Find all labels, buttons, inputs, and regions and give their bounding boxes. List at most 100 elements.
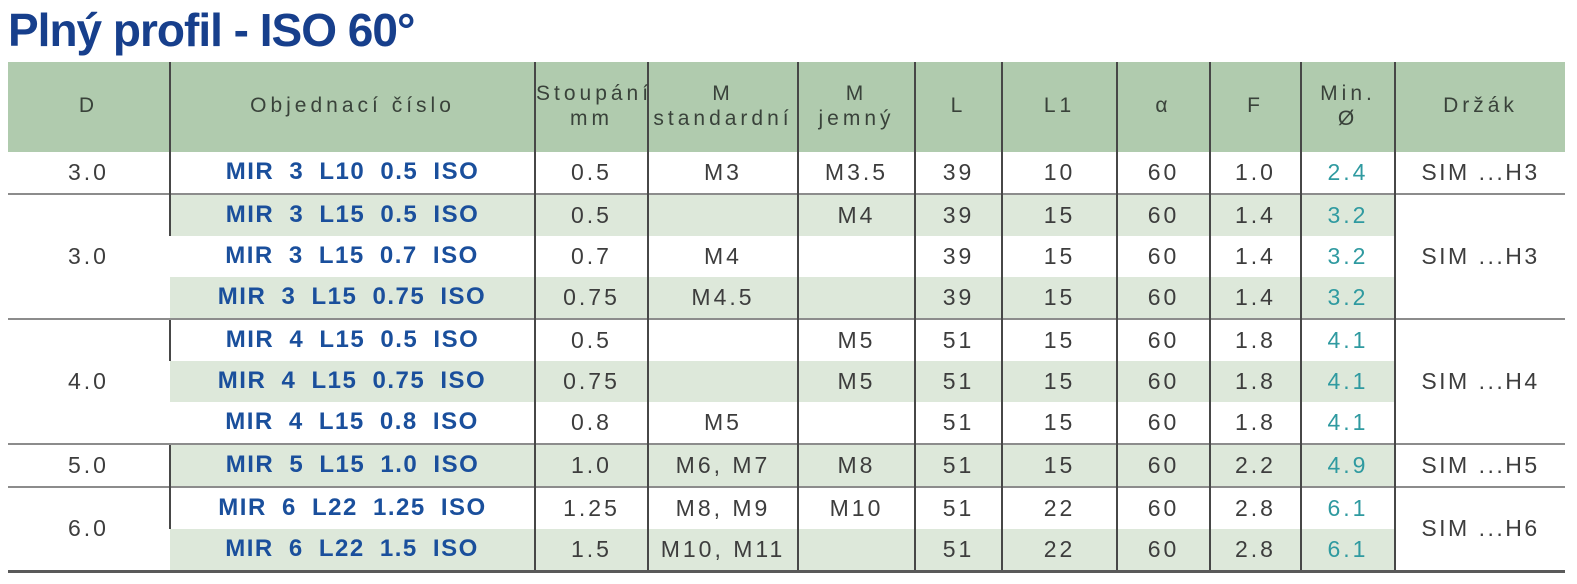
cell-alpha: 60	[1116, 276, 1210, 319]
cell-l1: 15	[1001, 317, 1117, 361]
table-row: 5.0 MIR 5 L15 1.0 ISO 1.0 M6, M7 M8 51 15 60 2.2…	[8, 442, 1565, 487]
column-header-l: L	[914, 61, 1002, 152]
cell-order: MIR 3 L10 0.5 ISO	[169, 151, 535, 194]
column-header-label: L1	[1043, 94, 1076, 118]
cell-m-std: M6, M7	[647, 442, 798, 487]
cell-f: 2.2	[1209, 442, 1301, 487]
cell-pitch: 1.0	[534, 442, 648, 487]
cell-diameter: 3.0	[8, 151, 170, 194]
table-row: MIR 4 L15 0.75 ISO 0.75 M5 51 15 60 1.8 4.1	[8, 360, 1565, 402]
cell-alpha: 60	[1116, 192, 1210, 236]
cell-alpha: 60	[1116, 360, 1210, 402]
cell-m-std: M4.5	[647, 276, 798, 319]
cell-l1: 15	[1001, 401, 1117, 444]
table-row: MIR 3 L15 0.7 ISO 0.7 M4 39 15 60 1.4 3.2	[8, 235, 1565, 277]
cell-alpha: 60	[1116, 485, 1210, 529]
cell-m-fine: M5	[797, 317, 915, 361]
cell-m-fine	[797, 276, 915, 319]
column-header-f: F	[1209, 61, 1301, 152]
cell-pitch: 0.75	[534, 360, 648, 402]
cell-min-dia: 2.4	[1300, 151, 1395, 194]
cell-order: MIR 5 L15 1.0 ISO	[169, 442, 535, 487]
cell-alpha: 60	[1116, 235, 1210, 277]
column-header-min_dia: Min. Ø	[1300, 61, 1395, 152]
cell-l: 39	[914, 276, 1002, 319]
cell-l: 51	[914, 317, 1002, 361]
cell-m-fine	[797, 528, 915, 571]
table-row: MIR 3 L15 0.75 ISO 0.75 M4.5 39 15 60 1.4 3.2	[8, 276, 1565, 319]
cell-holder: SIM ...H6	[1394, 485, 1565, 571]
cell-min-dia: 3.2	[1300, 235, 1395, 277]
cell-order: MIR 3 L15 0.7 ISO	[170, 235, 535, 277]
cell-f: 1.0	[1209, 151, 1301, 194]
cell-l1: 15	[1001, 276, 1117, 319]
cell-l1: 15	[1001, 192, 1117, 236]
cell-order: MIR 6 L22 1.5 ISO	[170, 528, 535, 571]
cell-l1: 22	[1001, 485, 1117, 529]
cell-m-fine: M10	[797, 485, 915, 529]
cell-m-std: M8, M9	[647, 485, 798, 529]
cell-m-fine: M8	[797, 442, 915, 487]
table-row: MIR 6 L22 1.5 ISO 1.5 M10, M11 51 22 60 2.8 6.1	[8, 528, 1565, 571]
cell-min-dia: 3.2	[1300, 276, 1395, 319]
cell-m-std	[647, 192, 798, 236]
column-header-label: jemný	[818, 106, 895, 130]
cell-l: 51	[914, 528, 1002, 571]
table-row: 6.0 MIR 6 L22 1.25 ISO 1.25 M8, M9 M10 51 22 60…	[8, 485, 1565, 571]
column-header-d: D	[8, 61, 170, 152]
column-header-alpha: α	[1116, 61, 1210, 152]
cell-order: MIR 4 L15 0.5 ISO	[169, 317, 535, 361]
table-row: 3.0 MIR 3 L15 0.5 ISO 0.5 M4 39 15 60 1.4 3.2 SIM…	[8, 192, 1565, 319]
cell-diameter: 4.0	[8, 317, 170, 444]
cell-pitch: 0.5	[534, 151, 648, 194]
table-row: MIR 4 L15 0.8 ISO 0.8 M5 51 15 60 1.8 4.1	[8, 401, 1565, 444]
cell-m-std: M3	[647, 151, 798, 194]
cell-order: MIR 3 L15 0.5 ISO	[169, 192, 535, 236]
cell-order: MIR 3 L15 0.75 ISO	[170, 276, 535, 319]
column-header-label: M	[712, 81, 734, 105]
cell-alpha: 60	[1116, 317, 1210, 361]
cell-m-std: M10, M11	[647, 528, 798, 571]
cell-m-fine	[797, 235, 915, 277]
column-header-label: Objednací číslo	[250, 94, 455, 118]
cell-f: 1.8	[1209, 360, 1301, 402]
column-header-label: mm	[570, 106, 613, 130]
cell-l1: 10	[1001, 151, 1117, 194]
cell-l: 51	[914, 442, 1002, 487]
cell-m-fine	[797, 401, 915, 444]
cell-l: 51	[914, 401, 1002, 444]
cell-alpha: 60	[1116, 401, 1210, 444]
cell-f: 2.8	[1209, 528, 1301, 571]
cell-diameter: 6.0	[8, 485, 170, 571]
cell-min-dia: 3.2	[1300, 192, 1395, 236]
cell-min-dia: 6.1	[1300, 528, 1395, 571]
cell-m-std	[647, 317, 798, 361]
table-row: 3.0 MIR 3 L10 0.5 ISO 0.5 M3 M3.5 39 10 60 1.0 2.…	[8, 151, 1565, 194]
cell-order: MIR 4 L15 0.75 ISO	[170, 360, 535, 402]
cell-holder: SIM ...H4	[1394, 317, 1565, 444]
column-header-l1: L1	[1001, 61, 1117, 152]
cell-l1: 15	[1001, 235, 1117, 277]
page-title: Plný profil - ISO 60°	[8, 4, 415, 56]
column-header-label: F	[1247, 94, 1264, 118]
cell-diameter: 3.0	[8, 192, 170, 319]
column-header-pitch: Stoupání mm	[534, 61, 648, 152]
cell-f: 2.8	[1209, 485, 1301, 529]
table-body: 3.0 MIR 3 L10 0.5 ISO 0.5 M3 M3.5 39 10 60 1.0 2.…	[8, 151, 1565, 571]
cell-min-dia: 4.9	[1300, 442, 1395, 487]
cell-pitch: 0.5	[534, 192, 648, 236]
column-header-label: D	[78, 94, 99, 118]
column-header-label: Držák	[1443, 94, 1518, 118]
cell-f: 1.4	[1209, 192, 1301, 236]
cell-l1: 15	[1001, 360, 1117, 402]
cell-m-std: M5	[647, 401, 798, 444]
column-header-holder: Držák	[1394, 61, 1565, 152]
cell-f: 1.4	[1209, 235, 1301, 277]
column-header-label: M	[845, 81, 868, 105]
cell-order: MIR 4 L15 0.8 ISO	[170, 401, 535, 444]
cell-min-dia: 6.1	[1300, 485, 1395, 529]
cell-alpha: 60	[1116, 442, 1210, 487]
